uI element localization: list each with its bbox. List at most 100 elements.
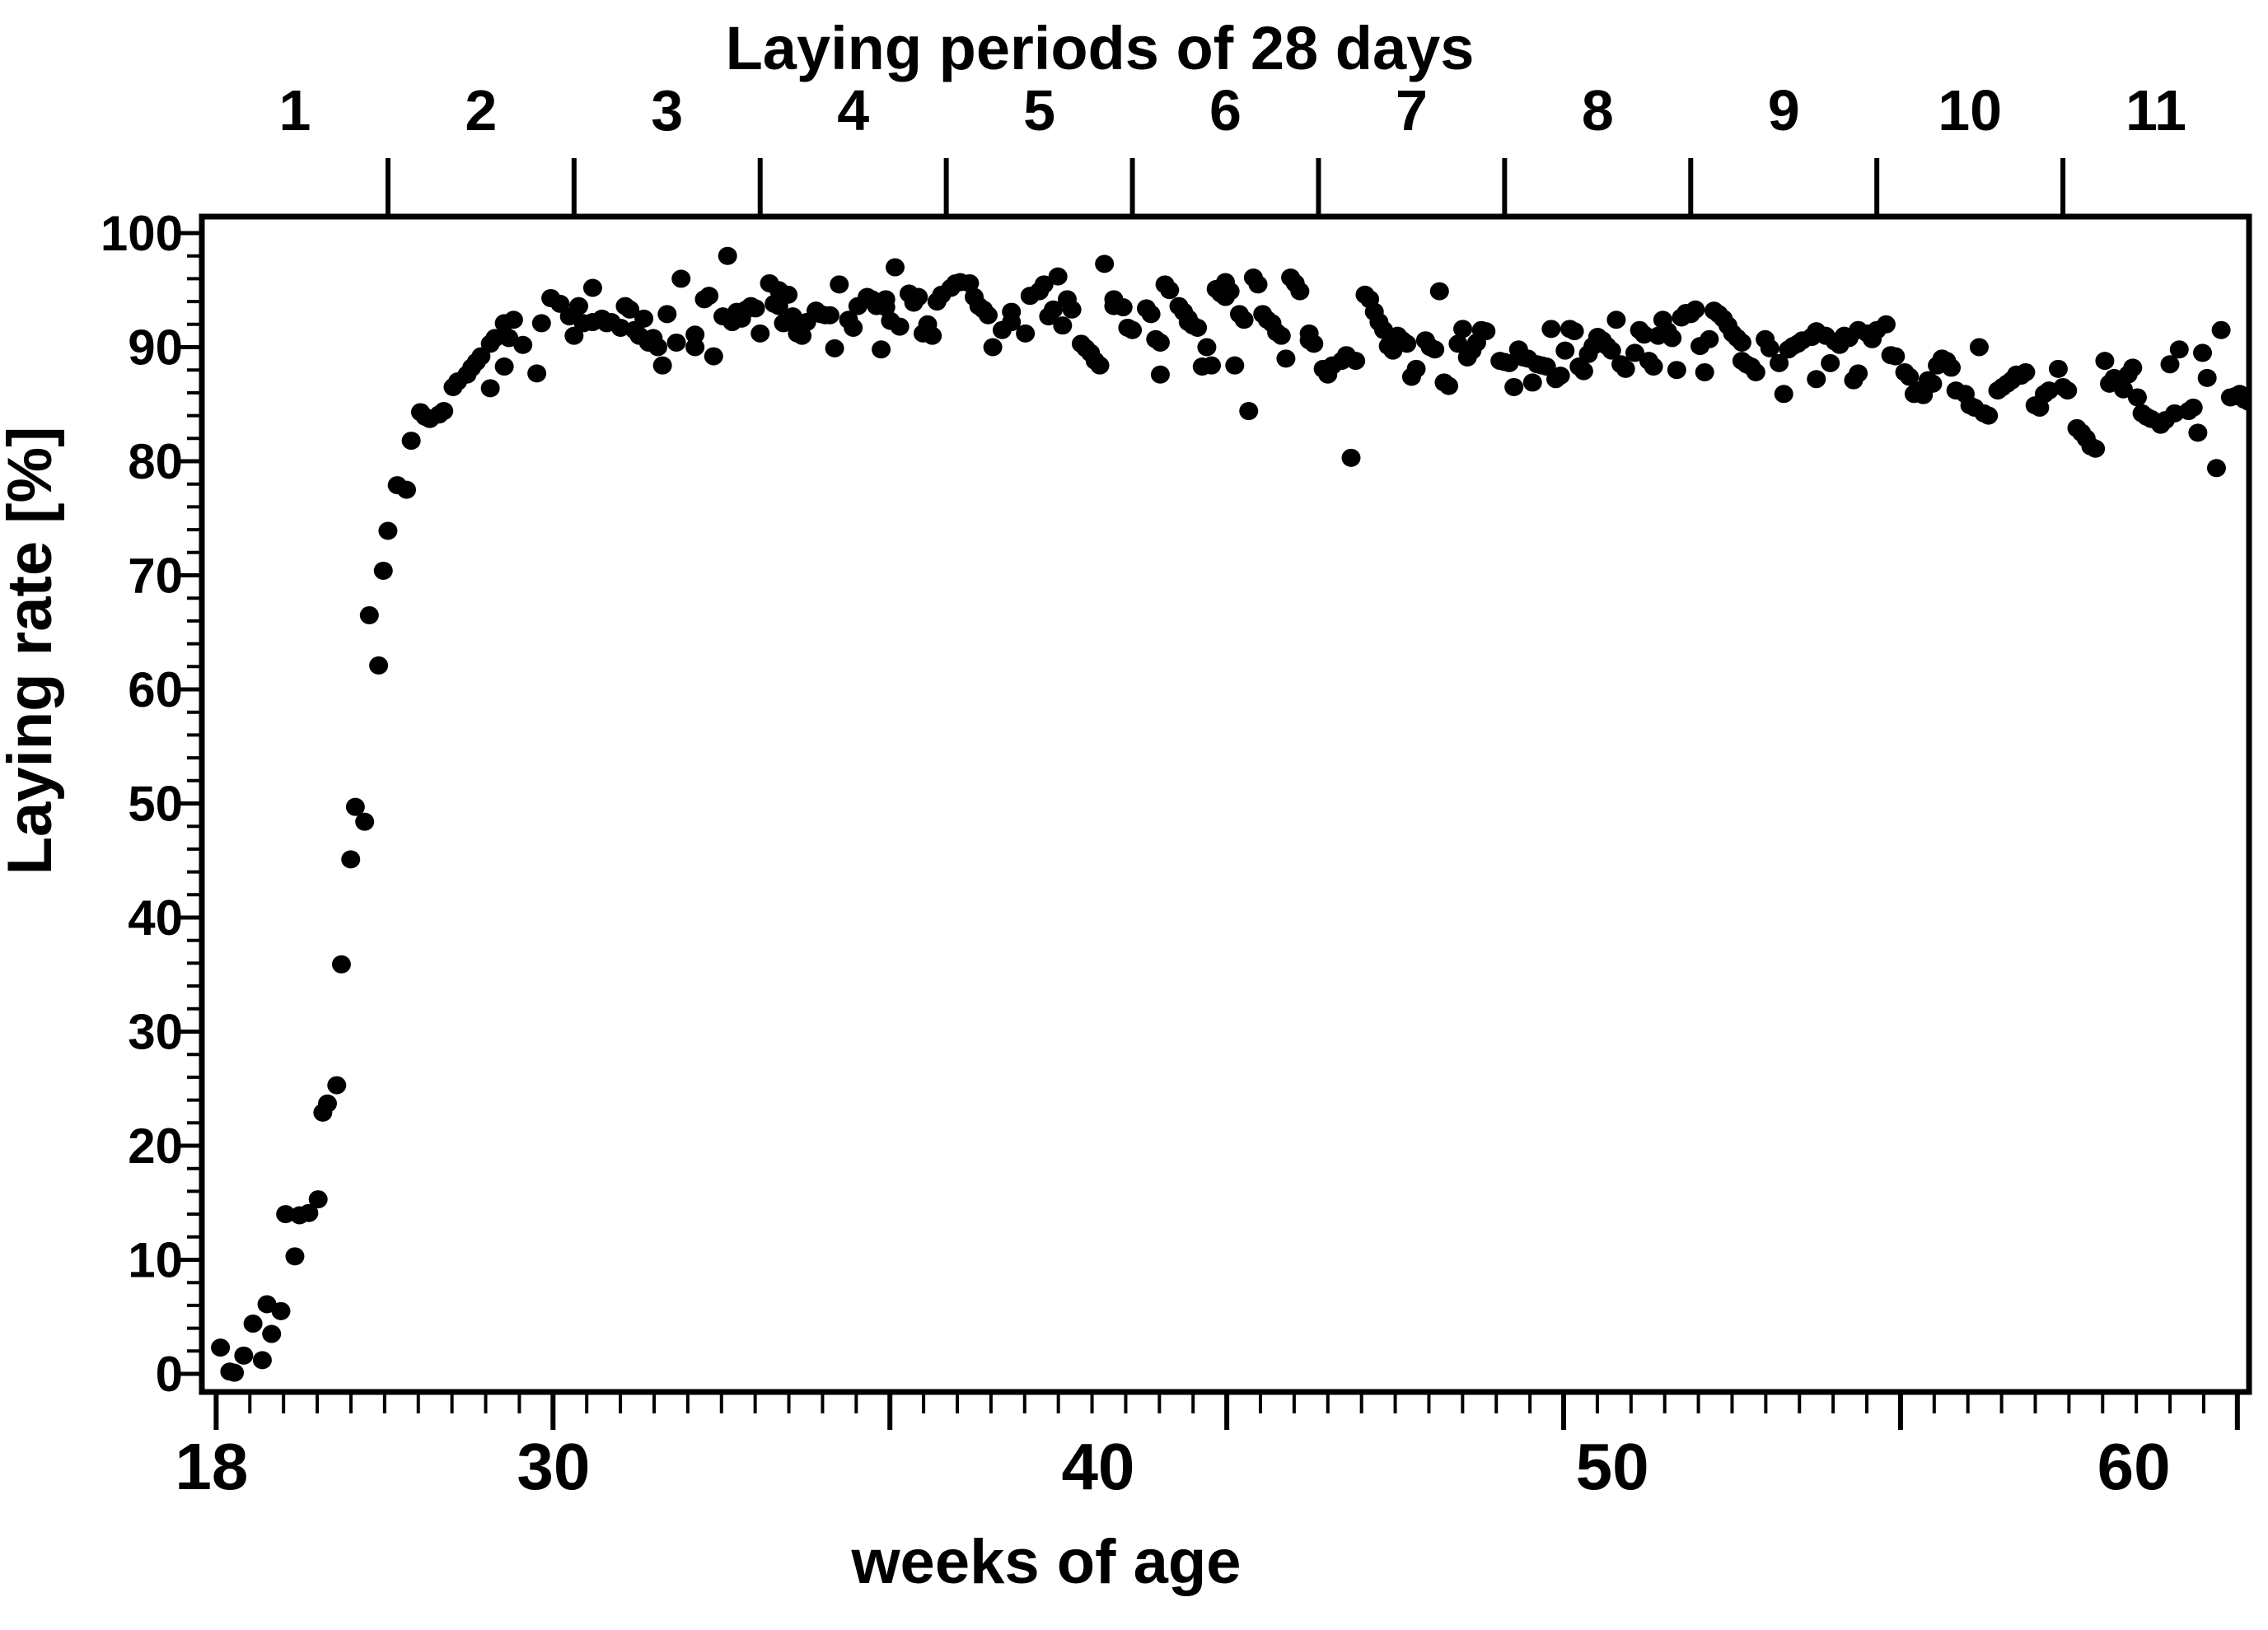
data-point [1476,322,1496,341]
x-axis-labels: 18 30 40 50 60 [175,1430,2170,1503]
data-point [2016,362,2036,381]
data-point [1536,357,1556,376]
data-point [1746,362,1765,381]
data-point [1876,315,1896,334]
period-label: 11 [2125,78,2186,142]
data-point [685,338,705,357]
data-point [252,1351,272,1370]
data-point [1439,376,1459,395]
data-point [1346,352,1366,371]
data-point [793,326,812,345]
data-point [1276,349,1296,368]
data-point [1695,362,1714,381]
data-point [1770,353,1789,372]
data-point [1234,311,1254,329]
data-point [2165,404,2185,423]
data-point [503,311,523,329]
data-point [1048,267,1068,286]
data-point [1034,275,1054,294]
data-point [485,329,505,348]
data-point [1429,282,1449,301]
y-tick-label: 0 [156,1347,183,1402]
data-point [1141,305,1161,324]
data-point [1969,338,1989,357]
data-point [494,357,514,376]
data-point [513,335,533,354]
data-point [1406,359,1426,378]
data-point [341,850,361,869]
data-point [1160,281,1180,300]
data-point [397,480,416,499]
data-point [276,1205,296,1224]
data-point [704,347,723,366]
x-axis-ticks [213,1392,2240,1430]
x-tick-label: 60 [2097,1430,2171,1503]
y-tick-label: 30 [128,1005,183,1060]
data-point [718,246,737,265]
data-point [886,258,905,277]
data-point [923,326,942,345]
data-point [564,326,584,345]
data-point [2169,340,2189,359]
x-tick-label: 18 [175,1430,248,1503]
period-label: 1 [278,78,311,142]
data-point [685,325,705,344]
data-point [1564,322,1584,341]
data-point [2048,359,2068,378]
data-point [825,339,844,357]
data-point [243,1315,263,1333]
data-point [2197,368,2217,387]
data-point [652,356,672,375]
data-point [480,379,500,398]
data-point [1606,311,1626,329]
data-point [1700,329,1719,348]
data-point [1202,356,1222,375]
data-point [1095,255,1115,273]
data-point [876,290,896,309]
period-label: 9 [1768,78,1800,142]
data-point [434,402,454,421]
period-label: 5 [1023,78,1055,142]
data-point [751,324,770,343]
data-point [1448,334,1468,353]
data-point [225,1363,245,1382]
data-point [1239,402,1259,421]
period-label: 7 [1396,78,1428,142]
data-point [345,797,365,816]
data-point [568,297,588,315]
data-point [1425,340,1445,359]
data-point [1397,334,1417,353]
data-point [308,1190,328,1209]
data-point [262,1324,282,1343]
data-point [1602,341,1621,360]
period-label: 6 [1209,78,1242,142]
data-point [2114,380,2134,399]
y-tick-label: 80 [128,434,183,489]
data-point [1504,377,1524,396]
y-tick-label: 70 [128,549,183,604]
x-tick-label: 50 [1576,1430,1649,1503]
data-point [2086,439,2106,458]
y-tick-label: 90 [128,320,183,376]
data-point [317,1094,337,1113]
data-point [355,812,375,831]
data-point [499,329,519,348]
data-point [1197,338,1217,357]
data-point [1113,298,1133,317]
data-point [1123,320,1143,339]
data-point [471,347,491,366]
data-point [531,314,551,333]
data-point [1453,320,1473,339]
data-point [2211,320,2231,339]
data-point [1923,374,1943,393]
data-point [550,294,570,313]
data-point [1821,353,1840,372]
data-point [1662,329,1682,348]
data-point [1090,356,1110,375]
data-point [657,305,677,324]
period-label: 10 [1938,78,2002,142]
y-axis-title: Laying rate [%] [0,427,65,876]
data-point [1555,341,1575,360]
data-point [620,300,640,319]
